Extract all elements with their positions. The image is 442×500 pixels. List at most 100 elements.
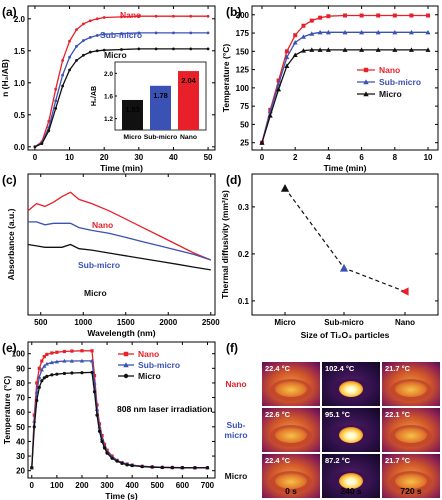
panel-c-absorbance-spectra: (c) 500 1000 1500 2000 2500 Wavelength (nm) Abs… [2, 173, 220, 338]
data-point-nano [426, 13, 431, 18]
data-point-nano [42, 355, 46, 359]
row-label: Micro [225, 471, 248, 481]
data-point-sub [425, 29, 431, 35]
dashed-connector [284, 187, 406, 293]
data-point-sub [392, 29, 398, 35]
data-point-micro [100, 439, 104, 444]
sample-hotspot [395, 473, 427, 489]
y-tick-label: 90 [16, 364, 25, 373]
category-label: Nano [395, 318, 415, 327]
data-point-nano [90, 349, 94, 353]
inset-category-label: Sub-micro [144, 134, 178, 141]
y-tick-label: 1.5 [14, 47, 26, 56]
data-point-nano [50, 351, 54, 355]
data-point-micro [47, 129, 51, 133]
panel-label: (a) [2, 5, 17, 19]
data-point-nano [343, 13, 347, 18]
legend-marker-sub [123, 362, 129, 368]
data-point-micro [172, 47, 175, 51]
data-point-micro [292, 52, 298, 57]
x-tick-label: 2 [293, 153, 298, 162]
data-point-micro [284, 63, 290, 68]
data-point-sub [54, 99, 58, 103]
data-point-micro [120, 461, 124, 465]
data-point-sub [206, 31, 210, 35]
data-point-nano [47, 119, 51, 123]
data-point-micro [92, 390, 97, 394]
temperature-readout: 95.1 °C [325, 410, 351, 419]
panel-label: (c) [2, 173, 17, 187]
data-point-micro [30, 466, 34, 470]
y-tick-label: 0.5 [14, 111, 26, 120]
sample-hotspot [395, 381, 427, 397]
axes-frame [251, 5, 439, 151]
y-tick-label: 50 [240, 120, 249, 129]
data-point-micro [408, 47, 414, 52]
y-tick-label: 0.1 [238, 297, 250, 306]
panel-label: (d) [226, 173, 241, 187]
y-tick-label: 80 [16, 379, 25, 388]
data-point-nano [318, 15, 323, 20]
data-point-micro [154, 47, 158, 51]
panel-a-h2-release: (a) 0 10 20 30 40 50 0.0 0.5 1.0 1.5 2.0 Time (min) n… [0, 5, 216, 173]
data-point-micro [88, 50, 92, 54]
data-point-micro [206, 47, 210, 51]
data-point-micro [37, 385, 41, 389]
legend-label-sub: Sub-micro [379, 77, 421, 87]
series-label-sub-micro: Sub-micro [100, 30, 142, 40]
data-point-sub [137, 31, 141, 35]
data-point-nano [293, 33, 298, 38]
y-axis-title: Temperature (°C) [2, 376, 12, 445]
y-tick-label: 40 [16, 437, 25, 446]
data-point-micro [80, 371, 84, 375]
panel-b-temperature-vs-time: (b) 0 2 4 6 8 10 25 50 75 100 125 150 175 200 Time (min… [221, 5, 439, 173]
legend-marker-micro [123, 373, 129, 379]
sample-hotspot [339, 473, 363, 489]
panel-d-thermal-diffusivity: (d) 0.1 0.2 0.3 Thermal diffusivity (mm²/s) M… [220, 173, 439, 340]
y-tick-label: 70 [16, 394, 25, 403]
temperature-readout: 22.6 °C [265, 410, 291, 419]
laser-annotation: 808 nm laser irradiation [117, 404, 212, 414]
legend-label-sub: Sub-micro [138, 360, 180, 370]
data-point-nano [309, 18, 314, 23]
inset-y-tick-label: 1.6 [104, 94, 113, 101]
y-tick-label: 200 [236, 11, 250, 20]
row-label: Sub- [227, 420, 246, 430]
data-point-micro [342, 47, 348, 52]
x-tick-label: 10 [424, 153, 433, 162]
legend-label-nano: Nano [379, 65, 400, 75]
y-tick-label: 125 [236, 66, 250, 75]
temperature-readout: 22.4 °C [265, 364, 291, 373]
data-point-sub [154, 31, 158, 35]
panel-f-thermal-images: (f) Nano 22.4 °C 102.4 °C 21.7 °C Sub-micro 22… [224, 341, 440, 498]
data-point-micro [205, 466, 210, 470]
inset-bar [178, 71, 199, 130]
data-point-sub [172, 31, 175, 35]
data-point-nano [54, 87, 58, 91]
sample-hotspot [395, 427, 427, 443]
data-point-micro [276, 86, 282, 92]
x-tick-label: 0 [33, 153, 38, 162]
x-tick-label: 300 [100, 481, 114, 490]
data-point-micro [259, 140, 265, 145]
series-label-micro: Micro [104, 50, 127, 60]
panel-label: (b) [226, 5, 241, 19]
data-point-sub-micro [339, 263, 349, 272]
x-tick-label: 600 [176, 481, 190, 490]
temperature-readout: 22.1 °C [385, 410, 411, 419]
row-label: Nano [225, 379, 246, 389]
series-line-sub [31, 360, 208, 469]
y-tick-label: 50 [16, 423, 25, 432]
data-point-sub [49, 360, 54, 365]
panel-label: (e) [2, 341, 17, 355]
data-point-nano [35, 381, 39, 385]
time-label: 720 s [400, 486, 422, 496]
row-label: micro [224, 430, 247, 440]
y-axis-title: Absorbance (a.u.) [6, 208, 16, 280]
y-tick-label: 20 [16, 467, 25, 476]
data-point-micro [267, 113, 273, 118]
data-point-sub [317, 29, 323, 35]
data-point-micro [61, 84, 65, 88]
y-axis-title: Temperature (°C) [221, 44, 231, 113]
